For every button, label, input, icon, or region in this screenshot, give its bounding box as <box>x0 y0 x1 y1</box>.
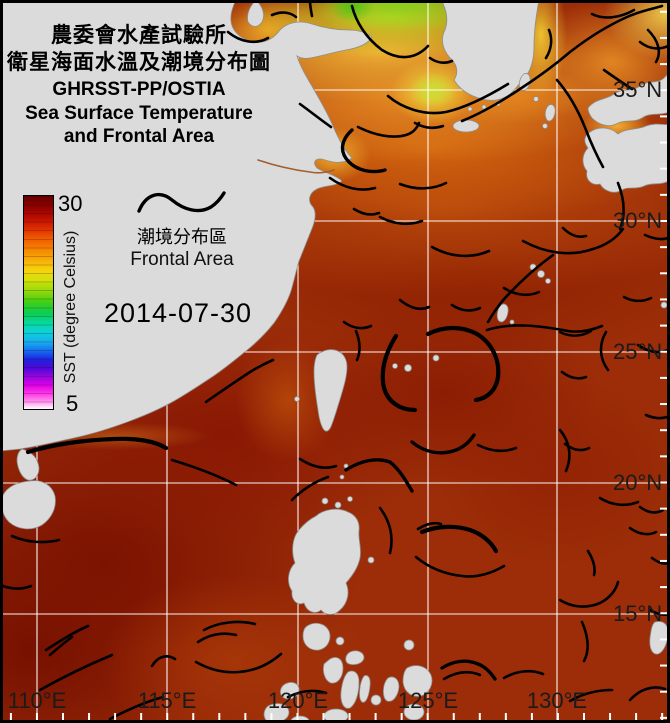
land-marinduque-island <box>335 636 345 646</box>
land-penghu-islands <box>294 396 300 402</box>
title-line-zh-2: 衛星海面水溫及潮境分布圖 <box>7 51 271 74</box>
island-dot <box>467 106 473 112</box>
land-leizhou-peninsula <box>16 448 40 481</box>
land-cebu-island <box>359 675 371 703</box>
land-jeju-island <box>452 119 480 133</box>
land-china-mainland <box>0 0 373 452</box>
title-line-en-1: GHRSST-PP/OSTIA <box>52 79 226 100</box>
lon-label-130e: 130°E <box>526 688 588 713</box>
frontal-line <box>25 325 501 554</box>
lat-label-20n: 20°N <box>613 470 663 495</box>
land-polillo-island <box>367 556 375 564</box>
frontal-area-legend-line <box>137 191 226 213</box>
land-samar-island <box>402 665 433 697</box>
land-catanduanes-island <box>403 639 415 651</box>
land-okinawa-island <box>496 303 509 323</box>
land-luzon-island <box>288 508 361 615</box>
land-leyte-island <box>382 676 400 702</box>
lon-label-120e: 120°E <box>267 688 329 713</box>
colorbar-axis-label: SST (degree Celsius) <box>62 230 79 384</box>
title-line-en-3: and Frontal Area <box>63 126 215 147</box>
island-dot <box>542 123 548 129</box>
island-dot <box>660 301 668 309</box>
land-masbate-island <box>345 650 365 666</box>
island-dot <box>392 363 398 369</box>
land-bohol-island <box>370 694 382 706</box>
land-ishigaki-island <box>404 364 412 372</box>
land-kyushu-shikoku <box>582 123 670 193</box>
land-liaodong-peninsula <box>247 0 264 27</box>
land-batanes-islands <box>339 474 345 480</box>
island-blob <box>290 715 310 723</box>
land-babuyan-islands <box>334 501 342 509</box>
lat-label-15n: 15°N <box>613 601 663 626</box>
land-honshu-island <box>587 71 670 126</box>
land-iki-island <box>533 96 539 102</box>
land-negros-island <box>340 670 360 709</box>
island-dot <box>509 319 515 325</box>
land-mindoro-island <box>302 622 331 651</box>
land-babuyan-islands <box>321 497 329 505</box>
frontal-area-legend-label-zh: 潮境分布區 <box>137 227 227 247</box>
land-taiwan-island <box>313 349 348 432</box>
frontal-line <box>340 128 497 681</box>
land-amami-islands <box>545 278 551 284</box>
lat-label-30n: 30°N <box>613 208 663 233</box>
title-line-en-2: Sea Surface Temperature <box>25 103 253 124</box>
land-babuyan-islands <box>347 496 353 502</box>
lat-label-35n: 35°N <box>613 77 663 102</box>
lon-label-115e: 115°E <box>137 688 197 713</box>
title-line-zh-1: 農委會水產試驗所 <box>51 24 227 47</box>
date-label: 2014-07-30 <box>103 298 253 328</box>
island-dot <box>481 104 487 110</box>
yangtze-river <box>257 159 335 174</box>
sst-colorbar <box>23 195 54 410</box>
lon-label-125e: 125°E <box>397 688 459 713</box>
colorbar-max-label: 30 <box>58 191 83 216</box>
lon-label-110e: 110°E <box>7 688 67 713</box>
land-hainan-island <box>1 480 56 530</box>
frontal-area-legend-label-en: Frontal Area <box>130 249 234 270</box>
land-goto-islands <box>544 104 556 122</box>
lat-label-25n: 25°N <box>613 339 663 364</box>
island-blob-right-edge <box>649 621 669 655</box>
land-panay-island <box>323 657 344 684</box>
land-amami-islands <box>537 270 545 278</box>
colorbar-min-label: 5 <box>66 391 79 416</box>
land-miyako-island <box>432 354 440 362</box>
